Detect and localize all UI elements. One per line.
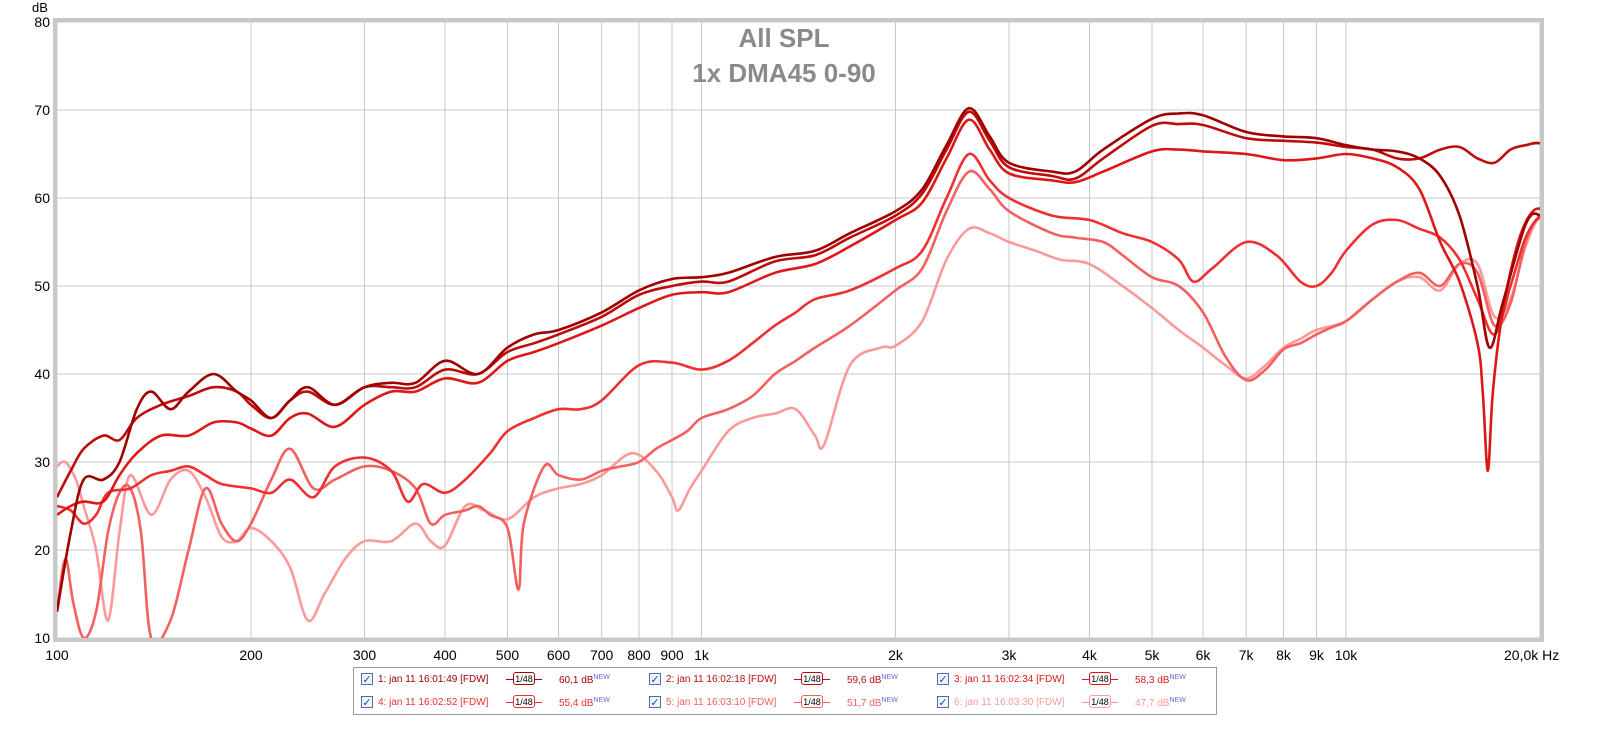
- series-line-2: [57, 110, 1540, 498]
- smoothing-badge[interactable]: 1/48: [506, 672, 542, 686]
- y-tick-label: 80: [34, 14, 50, 30]
- smoothing-label: 1/48: [801, 695, 823, 708]
- legend-label: 1: jan 11 16:01:49 [FDW]: [378, 674, 489, 685]
- x-tick-label: 400: [433, 647, 457, 663]
- new-badge: NEW: [881, 674, 898, 681]
- series-line-4: [57, 152, 1540, 525]
- chart-grid: [56, 21, 1541, 639]
- x-tick-label: 8k: [1276, 647, 1292, 663]
- new-badge: NEW: [593, 697, 610, 704]
- smoothing-label: 1/48: [513, 672, 535, 685]
- y-tick-label: 30: [34, 454, 50, 470]
- x-tick-label: 9k: [1309, 647, 1325, 663]
- legend-item-5[interactable]: ✓ 5: jan 11 16:03:10 [FDW] 1/48 51,7 dBN…: [642, 692, 928, 714]
- new-badge: NEW: [881, 697, 898, 704]
- x-tick-label: 800: [627, 647, 651, 663]
- level-value: 55,4 dB: [559, 698, 594, 709]
- legend-label: 5: jan 11 16:03:10 [FDW]: [666, 697, 777, 708]
- plot-frame: [53, 18, 1544, 642]
- x-tick-label: 5k: [1145, 647, 1161, 663]
- x-tick-label: 100: [45, 647, 69, 663]
- y-tick-label: 10: [34, 630, 50, 646]
- level-value: 59,6 dB: [847, 675, 882, 686]
- level-value: 51,7 dB: [847, 698, 882, 709]
- legend-item-3[interactable]: ✓ 3: jan 11 16:02:34 [FDW] 1/48 58,3 dBN…: [930, 669, 1216, 691]
- y-tick-label: 60: [34, 190, 50, 206]
- smoothing-label: 1/48: [1089, 672, 1111, 685]
- series-line-3: [57, 118, 1540, 516]
- smoothing-badge[interactable]: 1/48: [506, 695, 542, 709]
- legend-level: 51,7 dBNEW: [847, 697, 898, 709]
- legend-level: 60,1 dBNEW: [559, 674, 610, 686]
- legend-level: 47,7 dBNEW: [1135, 697, 1186, 709]
- x-tick-label: 10k: [1335, 647, 1359, 663]
- legend-checkbox[interactable]: ✓: [649, 696, 661, 709]
- legend-item-2[interactable]: ✓ 2: jan 11 16:02:18 [FDW] 1/48 59,6 dBN…: [642, 669, 928, 691]
- legend-row: ✓ 4: jan 11 16:02:52 [FDW] 1/48 55,4 dBN…: [354, 692, 1216, 714]
- x-tick-label: 500: [496, 647, 520, 663]
- x-tick-label: 20,0k Hz: [1504, 647, 1559, 663]
- legend-level: 58,3 dBNEW: [1135, 674, 1186, 686]
- legend-item-1[interactable]: ✓ 1: jan 11 16:01:49 [FDW] 1/48 60,1 dBN…: [354, 669, 640, 691]
- legend-item-4[interactable]: ✓ 4: jan 11 16:02:52 [FDW] 1/48 55,4 dBN…: [354, 692, 640, 714]
- legend-checkbox[interactable]: ✓: [937, 673, 949, 686]
- smoothing-label: 1/48: [1089, 695, 1111, 708]
- x-tick-label: 200: [239, 647, 263, 663]
- y-tick-label: 20: [34, 542, 50, 558]
- legend-checkbox[interactable]: ✓: [937, 696, 949, 709]
- x-tick-label: 900: [660, 647, 684, 663]
- level-value: 58,3 dB: [1135, 675, 1170, 686]
- legend-level: 59,6 dBNEW: [847, 674, 898, 686]
- x-tick-label: 7k: [1239, 647, 1255, 663]
- level-value: 47,7 dB: [1135, 698, 1170, 709]
- smoothing-badge[interactable]: 1/48: [1082, 672, 1118, 686]
- series-line-1: [57, 106, 1540, 612]
- x-tick-label: 3k: [1002, 647, 1018, 663]
- legend-panel: ✓ 1: jan 11 16:01:49 [FDW] 1/48 60,1 dBN…: [353, 667, 1217, 715]
- x-tick-label: 700: [590, 647, 614, 663]
- series-line-6: [57, 213, 1540, 623]
- new-badge: NEW: [593, 674, 610, 681]
- chart-subtitle: 1x DMA45 0-90: [692, 58, 876, 88]
- smoothing-badge[interactable]: 1/48: [1082, 695, 1118, 709]
- level-value: 60,1 dB: [559, 675, 594, 686]
- x-tick-label: 300: [353, 647, 377, 663]
- spl-chart: 10 20 30 40 50 60 70 80 100 200 300 400 500 600 700 80…: [32, 0, 1559, 663]
- y-tick-label: 40: [34, 366, 50, 382]
- legend-item-6[interactable]: ✓ 6: jan 11 16:03:30 [FDW] 1/48 47,7 dBN…: [930, 692, 1216, 714]
- x-tick-label: 2k: [888, 647, 904, 663]
- legend-checkbox[interactable]: ✓: [649, 673, 661, 686]
- legend-level: 55,4 dBNEW: [559, 697, 610, 709]
- legend-checkbox[interactable]: ✓: [361, 673, 373, 686]
- legend-checkbox[interactable]: ✓: [361, 696, 373, 709]
- y-axis-label: dB: [32, 0, 48, 15]
- y-tick-label: 70: [34, 102, 50, 118]
- smoothing-label: 1/48: [801, 672, 823, 685]
- x-tick-label: 4k: [1082, 647, 1098, 663]
- legend-label: 6: jan 11 16:03:30 [FDW]: [954, 697, 1065, 708]
- legend-label: 2: jan 11 16:02:18 [FDW]: [666, 674, 777, 685]
- smoothing-label: 1/48: [513, 695, 535, 708]
- chart-series: [57, 106, 1540, 638]
- new-badge: NEW: [1169, 674, 1186, 681]
- smoothing-badge[interactable]: 1/48: [794, 672, 830, 686]
- chart-title: All SPL: [738, 23, 829, 53]
- series-line-5: [57, 169, 1540, 638]
- x-tick-label: 1k: [694, 647, 710, 663]
- y-tick-label: 50: [34, 278, 50, 294]
- legend-row: ✓ 1: jan 11 16:01:49 [FDW] 1/48 60,1 dBN…: [354, 669, 1216, 691]
- x-tick-label: 6k: [1196, 647, 1212, 663]
- smoothing-badge[interactable]: 1/48: [794, 695, 830, 709]
- y-ticks: 10 20 30 40 50 60 70 80: [34, 14, 50, 646]
- x-tick-label: 600: [547, 647, 571, 663]
- legend-label: 3: jan 11 16:02:34 [FDW]: [954, 674, 1065, 685]
- x-ticks: 100 200 300 400 500 600 700 800 900 1k 2k 3k 4k 5k 6k 7…: [45, 647, 1559, 663]
- new-badge: NEW: [1169, 697, 1186, 704]
- legend-label: 4: jan 11 16:02:52 [FDW]: [378, 697, 489, 708]
